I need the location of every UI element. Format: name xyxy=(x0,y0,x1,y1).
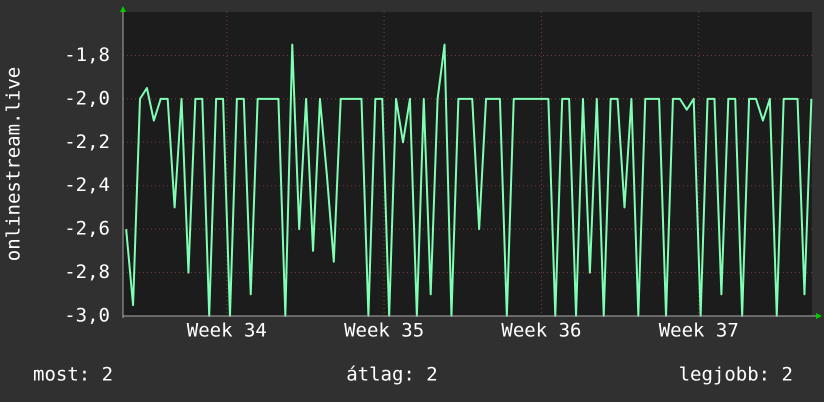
x-tick-label: Week 37 xyxy=(659,320,739,342)
y-tick-label: -3,0 xyxy=(64,305,110,327)
y-arrow xyxy=(120,6,126,12)
stat-current: most: 2 xyxy=(33,364,113,386)
y-tick-label: -2,2 xyxy=(64,131,110,153)
x-tick-label: Week 34 xyxy=(187,320,267,342)
x-tick-label: Week 35 xyxy=(344,320,424,342)
x-tick-label: Week 36 xyxy=(501,320,581,342)
y-tick-label: -1,8 xyxy=(64,44,110,66)
y-tick-label: -2,4 xyxy=(64,174,110,196)
data-line xyxy=(125,43,813,317)
x-arrow xyxy=(816,313,822,319)
y-tick-label: -2,8 xyxy=(64,261,110,283)
plot-area xyxy=(123,12,812,316)
y-axis-label: onlinestream.live xyxy=(3,67,25,261)
y-tick-label: -2,0 xyxy=(64,87,110,109)
stat-average: átlag: 2 xyxy=(346,364,438,386)
y-tick-label: -2,6 xyxy=(64,218,110,240)
stat-best: legjobb: 2 xyxy=(679,364,793,386)
